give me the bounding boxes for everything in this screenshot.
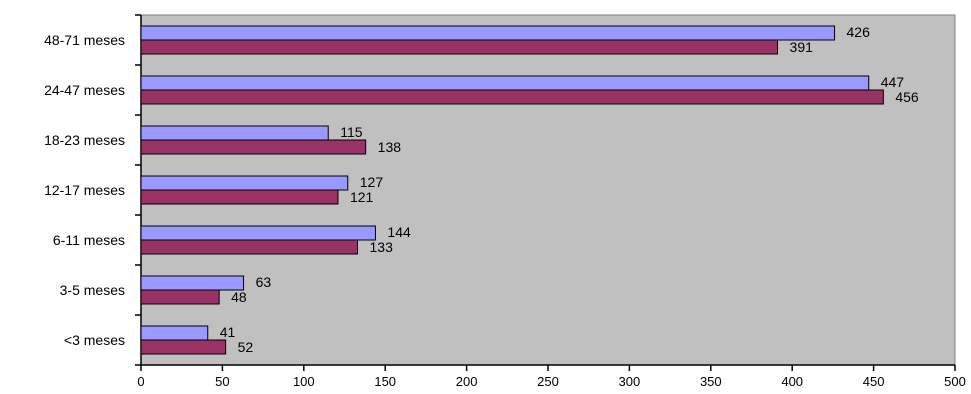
data-label-series-1: 426 (847, 24, 871, 40)
data-label-series-2: 138 (378, 139, 402, 155)
bar-series-2 (140, 189, 339, 205)
category-label: <3 meses (64, 332, 125, 348)
bar-series-1 (140, 275, 245, 291)
data-label-series-1: 41 (220, 324, 236, 340)
bar-series-2 (140, 289, 220, 305)
value-axis: 0 50 100 150 200 250 300 350 400 450 500 (137, 364, 966, 389)
bars (140, 25, 884, 355)
value-axis-tick-label: 400 (781, 374, 803, 389)
data-label-series-2: 456 (895, 89, 919, 105)
bar-series-1 (140, 25, 836, 41)
category-label: 18-23 meses (44, 132, 125, 148)
bar-series-2 (140, 89, 884, 105)
category-axis (135, 14, 142, 366)
value-axis-tick-label: 0 (137, 374, 144, 389)
bar-series-2 (140, 339, 227, 355)
data-label-series-1: 447 (881, 74, 905, 90)
bar-series-1 (140, 325, 209, 341)
value-axis-tick-label: 500 (944, 374, 966, 389)
data-label-series-2: 121 (350, 189, 374, 205)
data-label-series-2: 48 (231, 289, 247, 305)
category-label: 6-11 meses (53, 232, 125, 248)
bar-series-1 (140, 225, 376, 241)
data-label-series-1: 127 (360, 174, 384, 190)
category-label: 24-47 meses (44, 82, 125, 98)
bar-series-2 (140, 239, 359, 255)
value-axis-tick-label: 250 (537, 374, 559, 389)
value-axis-tick-label: 50 (215, 374, 229, 389)
category-label: 12-17 meses (44, 182, 125, 198)
data-label-series-2: 52 (238, 339, 254, 355)
data-label-series-1: 115 (340, 124, 363, 140)
bar-series-2 (140, 39, 779, 55)
category-label: 3-5 meses (60, 282, 125, 298)
data-label-series-2: 133 (370, 239, 394, 255)
bar-series-1 (140, 75, 870, 91)
value-axis-tick-label: 300 (619, 374, 641, 389)
value-axis-tick-label: 200 (456, 374, 478, 389)
bar-series-1 (140, 125, 329, 141)
bar-series-2 (140, 139, 367, 155)
data-label-series-2: 391 (790, 39, 814, 55)
category-label: 48-71 meses (44, 32, 125, 48)
data-label-series-1: 63 (256, 274, 272, 290)
bar-series-1 (140, 175, 349, 191)
data-label-series-1: 144 (387, 224, 411, 240)
value-axis-tick-label: 350 (700, 374, 722, 389)
value-axis-tick-label: 100 (293, 374, 315, 389)
category-labels: 48-71 meses 24-47 meses 18-23 meses 12-17 m… (44, 32, 125, 348)
value-axis-tick-label: 450 (863, 374, 885, 389)
value-axis-tick-label: 150 (374, 374, 396, 389)
